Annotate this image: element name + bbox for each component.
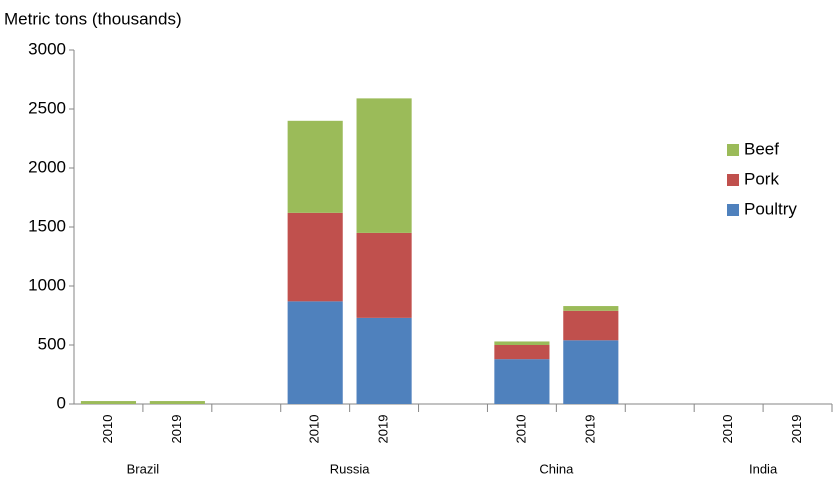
bar-segment	[356, 317, 412, 404]
y-axis-title: Metric tons (thousands)	[4, 9, 182, 28]
bar-segment	[494, 359, 550, 404]
y-tick-label: 500	[38, 334, 66, 353]
x-tick-label: 2019	[582, 415, 597, 444]
x-tick-label: 2010	[307, 415, 322, 444]
bar-segment	[494, 341, 550, 345]
x-tick-label: 2019	[376, 415, 391, 444]
bar-segment	[494, 345, 550, 360]
x-tick-label: 2019	[789, 415, 804, 444]
legend-swatch	[727, 204, 739, 216]
x-tick-label: 2010	[513, 415, 528, 444]
legend-label: Beef	[744, 139, 779, 158]
group-label: China	[539, 461, 574, 476]
x-tick-label: 2010	[720, 415, 735, 444]
legend-swatch	[727, 174, 739, 186]
x-tick-label: 2019	[169, 415, 184, 444]
bar-segment	[287, 301, 343, 404]
bar-segment	[287, 120, 343, 213]
bar-segment	[287, 212, 343, 302]
y-tick-label: 3000	[28, 39, 66, 58]
bar-segment	[80, 401, 137, 404]
y-tick-label: 2000	[28, 157, 66, 176]
y-tick-label: 2500	[28, 98, 66, 117]
y-tick-label: 1000	[28, 275, 66, 294]
bar-segment	[563, 310, 619, 341]
group-label: India	[749, 461, 778, 476]
bar-segment	[563, 306, 619, 311]
x-tick-label: 2010	[100, 415, 115, 444]
bar-segment	[356, 232, 412, 318]
y-tick-label: 1500	[28, 216, 66, 235]
group-label: Russia	[330, 461, 371, 476]
y-tick-label: 0	[57, 393, 66, 412]
legend-label: Poultry	[744, 199, 797, 218]
bar-segment	[356, 98, 412, 233]
bar-segment	[149, 401, 205, 404]
group-label: Brazil	[127, 461, 160, 476]
legend-label: Pork	[744, 169, 779, 188]
bar-segment	[563, 340, 619, 404]
legend-swatch	[727, 144, 739, 156]
